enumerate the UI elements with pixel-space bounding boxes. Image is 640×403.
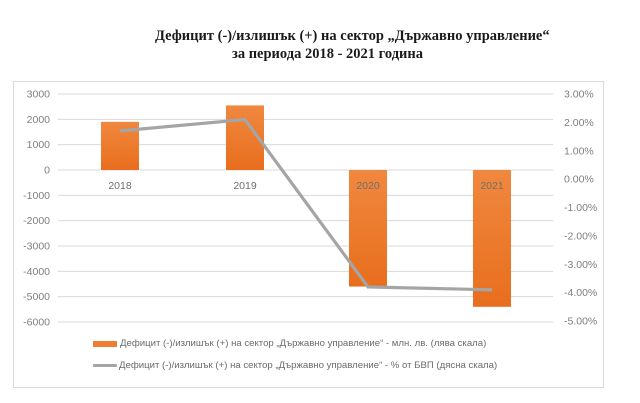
bar-series xyxy=(101,105,511,307)
legend-item-bar: Дефицит (-)/излишък (+) на сектор „Държа… xyxy=(93,338,486,349)
x-tick-label: 2019 xyxy=(233,180,257,192)
chart-title-line1: Дефицит (-)/излишък (+) на сектор „Държа… xyxy=(155,28,550,44)
legend-item-line: Дефицит (-)/излишък (+) на сектор „Държа… xyxy=(93,360,497,371)
left-tick-label: -2000 xyxy=(23,215,50,227)
right-axis: 3.00% 2.00% 1.00% 0.00% -1.00% -2.00% -3.00% -4… xyxy=(564,89,597,328)
x-axis-labels: 2018 2019 2020 2021 xyxy=(108,180,504,192)
right-tick-label: -5.00% xyxy=(564,316,597,328)
right-tick-label: 2.00% xyxy=(564,117,594,129)
left-tick-label: -6000 xyxy=(23,317,50,329)
right-tick-label: -3.00% xyxy=(564,259,597,271)
right-tick-label: -4.00% xyxy=(564,287,597,299)
chart-title-line2: за периода 2018 - 2021 година xyxy=(232,46,424,62)
bar-2021 xyxy=(473,170,511,307)
legend-label-line: Дефицит (-)/излишък (+) на сектор „Държа… xyxy=(119,360,498,371)
left-tick-label: -4000 xyxy=(23,266,50,278)
left-tick-label: -3000 xyxy=(23,241,50,253)
bar-swatch-icon xyxy=(93,340,117,347)
line-path xyxy=(119,117,493,292)
right-tick-label: 0.00% xyxy=(564,174,594,186)
left-tick-label: 0 xyxy=(44,165,50,177)
legend-label-bar: Дефицит (-)/излишък (+) на сектор „Държа… xyxy=(120,338,487,349)
left-axis: 3000 2000 1000 0 -1000 -2000 -3000 -4000 -5000 -6… xyxy=(23,89,50,329)
right-tick-label: 1.00% xyxy=(564,145,594,157)
x-tick-label: 2020 xyxy=(356,180,380,192)
left-tick-label: 1000 xyxy=(27,139,51,151)
gridlines xyxy=(58,93,553,323)
right-tick-label: -2.00% xyxy=(564,230,597,242)
right-tick-label: -1.00% xyxy=(564,202,597,214)
line-series xyxy=(119,117,493,292)
left-tick-label: -5000 xyxy=(23,291,50,303)
left-tick-label: 2000 xyxy=(27,114,51,126)
x-tick-label: 2021 xyxy=(480,180,504,192)
right-tick-label: 3.00% xyxy=(564,89,594,101)
left-tick-label: -1000 xyxy=(23,190,50,202)
x-tick-label: 2018 xyxy=(108,180,132,192)
left-tick-label: 3000 xyxy=(27,89,51,101)
line-swatch-icon xyxy=(93,364,117,367)
